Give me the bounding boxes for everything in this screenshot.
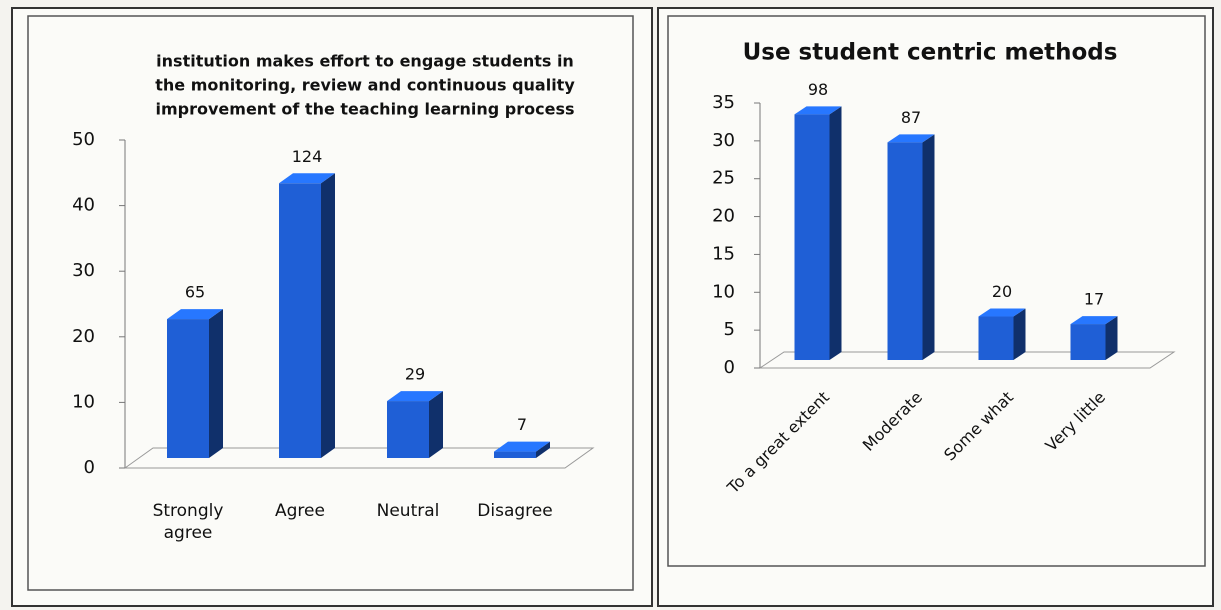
bar-front (794, 114, 830, 360)
bar-front (1070, 324, 1106, 360)
y-tick-label: 10 (72, 391, 95, 412)
bar-front (279, 183, 321, 458)
chart-title: Use student centric methods (743, 40, 1118, 66)
bar-top (279, 173, 335, 184)
y-tick-label: 20 (712, 206, 735, 227)
bar (494, 441, 550, 458)
data-label: 87 (901, 108, 921, 127)
bar-side (536, 441, 550, 458)
data-label: 98 (808, 80, 828, 99)
panel-frame (657, 7, 1214, 607)
x-tick-label: Disagree (477, 501, 553, 521)
floor (123, 447, 595, 469)
x-tick-label: Neutral (376, 501, 440, 521)
bar (887, 134, 935, 360)
bar (978, 308, 1026, 360)
y-tick-label: 0 (84, 457, 95, 478)
bar-side (922, 134, 935, 360)
bar-top (794, 106, 842, 115)
bar-top (887, 134, 935, 143)
y-tick-label: 40 (72, 195, 95, 216)
bar-front (494, 451, 536, 458)
floor (758, 351, 1176, 369)
y-tick-label: 5 (724, 319, 735, 340)
bar (794, 106, 842, 360)
bar-side (321, 173, 335, 458)
y-tick-label: 50 (72, 129, 95, 150)
y-tick-label: 30 (72, 260, 95, 281)
bar-side (429, 391, 443, 458)
y-tick-label: 0 (724, 357, 735, 378)
y-tick-label: 10 (712, 281, 735, 302)
bar-top (167, 309, 223, 320)
bar-side (209, 309, 223, 458)
data-label: 7 (517, 415, 527, 434)
y-tick-label: 20 (72, 326, 95, 347)
chart-title: institution makes effort to engage stude… (156, 52, 574, 71)
bar (387, 391, 443, 458)
y-tick-label: 30 (712, 130, 735, 151)
data-label: 65 (185, 283, 205, 302)
bar-front (167, 319, 209, 458)
data-label: 29 (405, 365, 425, 384)
bar (1070, 316, 1118, 360)
bar-front (387, 401, 429, 458)
y-tick-label: 15 (712, 243, 735, 264)
data-label: 20 (992, 282, 1012, 301)
bar-side (1105, 316, 1118, 360)
bar-side (829, 106, 842, 360)
bar (279, 173, 335, 458)
y-tick-label: 25 (712, 168, 735, 189)
bar-front (978, 316, 1014, 360)
chart-title: the monitoring, review and continuous qu… (155, 76, 575, 95)
bar-side (1013, 308, 1026, 360)
chart-border (27, 15, 634, 591)
data-label: 124 (292, 147, 323, 166)
chart-border (667, 15, 1206, 567)
bar-top (494, 441, 550, 452)
bar-top (978, 308, 1026, 317)
bar-top (387, 391, 443, 402)
x-tick-label: Strongly agree (152, 501, 224, 543)
bar (167, 309, 223, 458)
x-tick-label: Agree (275, 501, 325, 521)
data-label: 17 (1084, 290, 1104, 309)
bar-top (1070, 316, 1118, 325)
y-tick-label: 35 (712, 92, 735, 113)
chart-title: improvement of the teaching learning pro… (156, 100, 575, 119)
bar-front (887, 142, 923, 360)
